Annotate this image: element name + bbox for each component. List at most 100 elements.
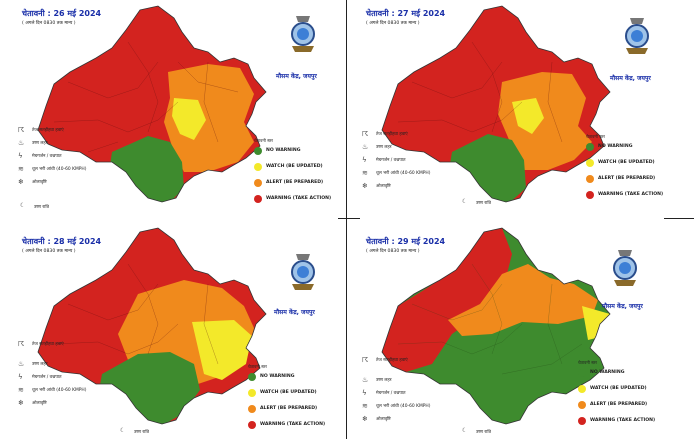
legend-no-warning: NO WARNING <box>586 143 632 159</box>
validity-note: ( अगले दिन 0830 तक मान्य ) <box>366 21 420 26</box>
legend-watch: WATCH (BE UPDATED) <box>248 389 317 405</box>
legend-heading: चेतावनी स्तर <box>254 138 273 143</box>
legend-warning: WARNING (TAKE ACTION) <box>248 421 325 436</box>
map-header: चेतावनी : 27 मई 2024 ( अगले दिन 0830 तक … <box>366 8 445 26</box>
duststorm-icon: ≋ <box>18 165 24 173</box>
warm-night-label: उष्ण रात्रि <box>476 201 491 206</box>
rajasthan-warning-map <box>381 5 611 203</box>
heatwave-icon: ♨ <box>362 143 369 151</box>
validity-note: ( अगले दिन 0830 तक मान्य ) <box>22 249 76 254</box>
zone-watch <box>172 98 206 140</box>
imd-emblem-icon <box>282 250 324 310</box>
duststorm-icon: ≋ <box>362 169 368 177</box>
watch-swatch <box>254 163 262 171</box>
imd-emblem-icon <box>282 12 324 72</box>
office-name: मौसम केंद्र, जयपुर <box>602 303 643 310</box>
legend-alert: ALERT (BE PREPARED) <box>248 405 317 421</box>
legend-watch: WATCH (BE UPDATED) <box>586 159 655 175</box>
map-title: चेतावनी : 26 मई 2024 <box>22 9 102 18</box>
legend-warning: WARNING (TAKE ACTION) <box>578 417 655 433</box>
warning-level-legend: चेतावनी स्तर NO WARNING WATCH (BE UPDATE… <box>578 360 655 433</box>
legend-heading: चेतावनी स्तर <box>586 134 605 139</box>
validity-note: ( अगले दिन 0830 तक मान्य ) <box>22 21 76 26</box>
legend-heading: चेतावनी स्तर <box>248 364 267 369</box>
hail-icon: ❄ <box>362 182 368 190</box>
legend-watch: WATCH (BE UPDATED) <box>254 163 323 179</box>
office-name: मौसम केंद्र, जयपुर <box>610 75 651 82</box>
legend-alert: ALERT (BE PREPARED) <box>578 401 647 417</box>
map-header: चेतावनी : 29 मई 2024 ( अगले दिन 0830 तक … <box>366 236 445 254</box>
legend-alert: ALERT (BE PREPARED) <box>254 179 323 195</box>
lightning-icon: ϟ <box>18 373 23 381</box>
warning-swatch <box>586 191 594 199</box>
alert-swatch <box>578 401 586 409</box>
warning-level-legend: चेतावनी स्तर NO WARNING WATCH (BE UPDATE… <box>254 138 331 211</box>
no-warning-swatch <box>254 147 262 155</box>
horizontal-divider-right <box>664 218 694 219</box>
watch-swatch <box>578 385 586 393</box>
hail-icon: ❄ <box>18 178 24 186</box>
warm-night-icon: ☾ <box>20 202 26 209</box>
alert-swatch <box>254 179 262 187</box>
map-header: चेतावनी : 26 मई 2024 ( अगले दिन 0830 तक … <box>22 8 101 26</box>
legend-warning: WARNING (TAKE ACTION) <box>586 191 663 207</box>
legend-warning: WARNING (TAKE ACTION) <box>254 195 331 211</box>
zone-watch <box>192 320 252 380</box>
legend-alert: ALERT (BE PREPARED) <box>586 175 655 191</box>
duststorm-icon: ≋ <box>18 386 24 394</box>
legend-no-warning: NO WARNING <box>248 373 294 389</box>
validity-note: ( अगले दिन 0830 तक मान्य ) <box>366 249 420 254</box>
warm-night-icon: ☾ <box>120 427 126 434</box>
panel-day-2: चेतावनी : 27 मई 2024 ( अगले दिन 0830 तक … <box>352 2 692 214</box>
heatwave-icon: ♨ <box>18 360 25 368</box>
imd-emblem-icon <box>604 246 646 306</box>
lightning-icon: ϟ <box>362 156 367 164</box>
rajasthan-warning-map <box>381 227 611 425</box>
warning-swatch <box>254 195 262 203</box>
lightning-icon: ϟ <box>362 389 367 397</box>
panel-day-3: चेतावनी : 28 मई 2024 ( अगले दिन 0830 तक … <box>8 224 348 436</box>
no-warning-swatch <box>586 143 594 151</box>
thunderstorm-icon: ☈ <box>18 126 25 134</box>
no-warning-swatch <box>248 373 256 381</box>
alert-swatch <box>586 175 594 183</box>
warning-level-legend: चेतावनी स्तर NO WARNING WATCH (BE UPDATE… <box>248 364 325 436</box>
office-name: मौसम केंद्र, जयपुर <box>276 73 317 80</box>
warm-night-icon: ☾ <box>462 198 468 205</box>
warning-swatch <box>578 417 586 425</box>
watch-swatch <box>248 389 256 397</box>
warm-night-label: उष्ण रात्रि <box>134 430 149 435</box>
thunderstorm-icon: ☈ <box>362 356 369 364</box>
alert-swatch <box>248 405 256 413</box>
warning-swatch <box>248 421 256 429</box>
hail-icon: ❄ <box>18 399 24 407</box>
map-header: चेतावनी : 28 मई 2024 ( अगले दिन 0830 तक … <box>22 236 101 254</box>
zone-alert <box>164 64 254 172</box>
watch-swatch <box>586 159 594 167</box>
warm-night-label: उष्ण रात्रि <box>34 205 49 210</box>
panel-day-1: चेतावनी : 26 मई 2024 ( अगले दिन 0830 तक … <box>8 2 348 214</box>
rajasthan-warning-map <box>37 5 267 203</box>
legend-no-warning: NO WARNING <box>254 147 300 163</box>
warm-night-icon: ☾ <box>462 427 468 434</box>
zone-watch <box>512 98 544 134</box>
rajasthan-warning-map <box>37 227 267 425</box>
heatwave-icon: ♨ <box>18 139 25 147</box>
warm-night-label: उष्ण रात्रि <box>476 430 491 435</box>
imd-emblem-icon <box>616 14 658 74</box>
legend-heading: चेतावनी स्तर <box>578 360 597 365</box>
hail-icon: ❄ <box>362 415 368 423</box>
duststorm-icon: ≋ <box>362 402 368 410</box>
thunderstorm-icon: ☈ <box>18 340 25 348</box>
vertical-divider <box>346 0 347 439</box>
panel-day-4: चेतावनी : 29 मई 2024 ( अगले दिन 0830 तक … <box>352 224 692 436</box>
no-warning-swatch <box>578 369 586 377</box>
lightning-icon: ϟ <box>18 152 23 160</box>
zone-alert <box>498 72 592 170</box>
map-title: चेतावनी : 28 मई 2024 <box>22 237 102 246</box>
map-title: चेतावनी : 29 मई 2024 <box>366 237 446 246</box>
horizontal-divider-left <box>338 218 360 219</box>
legend-watch: WATCH (BE UPDATED) <box>578 385 647 401</box>
warning-level-legend: चेतावनी स्तर NO WARNING WATCH (BE UPDATE… <box>586 134 663 207</box>
legend-no-warning: NO WARNING <box>578 369 624 385</box>
